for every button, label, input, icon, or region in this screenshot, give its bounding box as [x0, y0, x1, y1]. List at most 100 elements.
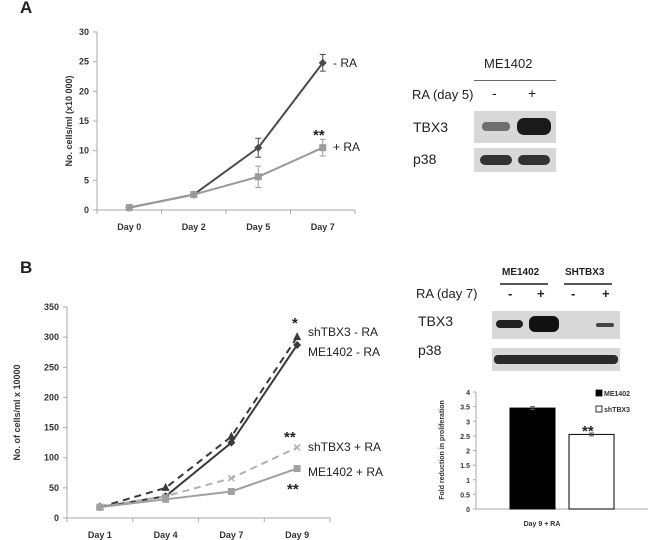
blot-b-cell-line: ME1402: [502, 267, 540, 278]
y-tick-label: 1: [466, 478, 470, 485]
series-label: ME1402 + RA: [308, 465, 383, 479]
series-label: shTBX3 - RA: [308, 325, 378, 339]
row-label: p38: [418, 342, 442, 358]
significance-marker: **: [284, 429, 296, 446]
triangle-marker: [293, 332, 302, 341]
blot-band-p38: [492, 348, 620, 371]
y-tick-label: 25: [79, 57, 89, 67]
error-bar: [530, 406, 535, 411]
divider: [500, 283, 548, 285]
lane-label: -: [571, 286, 576, 301]
lane-label: +: [602, 286, 610, 301]
lane-label: +: [537, 286, 545, 301]
square-marker: [254, 173, 262, 181]
lane-label: -: [492, 85, 497, 101]
triangle-marker: [227, 431, 236, 440]
blot-a-treatment: RA (day 5): [412, 87, 474, 102]
panel-label-b: B: [20, 258, 33, 277]
y-axis-label: No. cells/ml (x10 000): [64, 75, 74, 166]
y-axis-label: No. of cells/ml x 10000: [12, 364, 22, 460]
series-line: [99, 467, 298, 509]
y-tick-label: 4: [466, 390, 470, 397]
y-tick-label: 0: [466, 507, 470, 514]
row-label: TBX3: [418, 313, 454, 329]
series-line: [129, 146, 324, 209]
significance-marker: *: [292, 315, 298, 332]
legend-swatch: [595, 405, 603, 413]
y-tick-label: 200: [44, 392, 59, 402]
y-tick-label: 10: [79, 146, 89, 156]
series-label: ME1402 - RA: [308, 345, 380, 359]
y-tick-label: 30: [79, 27, 89, 37]
lane-label: +: [528, 85, 537, 101]
square-marker: [190, 191, 198, 199]
lane-label: -: [508, 286, 513, 301]
x-tick-label: Day 4: [154, 530, 178, 540]
y-tick-label: 50: [49, 483, 59, 493]
blot-band-tbx3: [474, 111, 556, 143]
square-marker: [96, 503, 104, 511]
legend-swatch: [595, 389, 603, 397]
divider: [474, 80, 556, 81]
bar: [509, 407, 556, 510]
square-marker: [162, 495, 170, 503]
diamond-marker: [293, 340, 302, 349]
blot-b-treatment: RA (day 7): [416, 286, 478, 301]
divider: [564, 283, 612, 285]
x-tick-label: Day 7: [219, 530, 243, 540]
row-label: p38: [413, 151, 437, 167]
square-marker: [319, 144, 327, 152]
series-label: shTBX3 + RA: [308, 440, 381, 454]
x-tick-label: Day 7: [311, 222, 335, 232]
y-tick-label: 0: [84, 205, 89, 215]
square-marker: [293, 465, 301, 473]
diamond-marker: [254, 143, 263, 152]
x-tick-label: Day 5: [246, 222, 270, 232]
y-tick-label: 0: [54, 513, 59, 523]
y-tick-label: 350: [44, 302, 59, 312]
panel-label-a: A: [20, 0, 33, 17]
y-tick-label: 0.5: [460, 492, 470, 499]
significance-marker: **: [287, 481, 299, 498]
square-marker: [227, 487, 235, 495]
y-tick-label: 250: [44, 362, 59, 372]
significance-marker: **: [582, 423, 594, 440]
x-marker: [227, 474, 235, 482]
y-tick-label: 15: [79, 116, 89, 126]
x-marker: [293, 443, 301, 451]
x-axis-label: Day 9 + RA: [524, 521, 561, 528]
legend-label: ME1402: [604, 391, 630, 398]
x-tick-label: Day 2: [182, 222, 206, 232]
legend-label: shTBX3: [604, 407, 630, 414]
triangle-marker: [161, 482, 170, 491]
y-tick-label: 3: [466, 419, 470, 426]
significance-marker: **: [313, 127, 325, 144]
series-label: - RA: [333, 56, 357, 70]
y-tick-label: 150: [44, 423, 59, 433]
series-line: [99, 446, 298, 509]
series-line: [99, 344, 298, 509]
y-tick-label: 2: [466, 449, 470, 456]
row-label: TBX3: [413, 119, 449, 135]
series-line: [99, 336, 298, 509]
y-tick-label: 100: [44, 453, 59, 463]
square-marker: [125, 204, 133, 212]
x-tick-label: Day 9: [285, 530, 309, 540]
y-tick-label: 20: [79, 86, 89, 96]
blot-a-cell-line: ME1402: [484, 56, 533, 71]
x-tick-label: Day 0: [117, 222, 141, 232]
blot-b-cell-line: SHTBX3: [565, 267, 605, 278]
y-tick-label: 300: [44, 332, 59, 342]
y-tick-label: 1.5: [460, 463, 470, 470]
bar: [568, 433, 615, 510]
blot-band-tbx3: [492, 311, 620, 339]
y-tick-label: 5: [84, 175, 89, 185]
blot-band-p38: [474, 148, 556, 172]
diamond-marker: [227, 438, 236, 447]
y-axis-label: Fold reduction in proliferation: [439, 400, 446, 500]
series-label: + RA: [333, 140, 360, 154]
